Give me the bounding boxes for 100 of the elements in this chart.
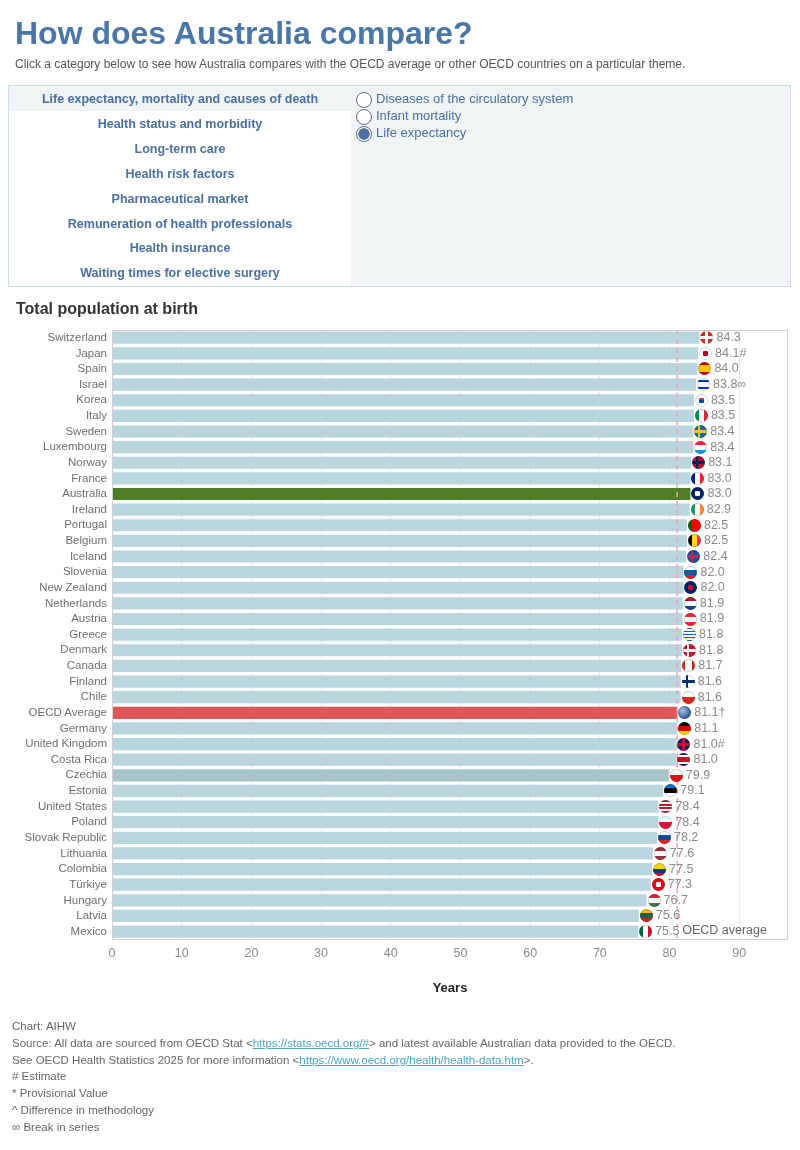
text: Life expectancy xyxy=(376,125,467,141)
y-tick-label: Hungary xyxy=(63,893,108,906)
text: Chart: AIHW xyxy=(12,1019,76,1034)
y-tick-label: Chile xyxy=(80,690,107,703)
y-tick-label: Poland xyxy=(71,815,107,828)
x-tick-label: 80 xyxy=(662,946,677,961)
data-label: 78.2 xyxy=(673,830,699,845)
data-label: 75.5 xyxy=(655,924,680,939)
y-tick-label: Japan xyxy=(75,346,107,359)
data-label: 75.6 xyxy=(655,908,681,923)
text: Life expectancy, mortality and causes of death xyxy=(41,92,319,106)
data-label: 81.7 xyxy=(698,658,723,673)
y-tick-label: Lithuania xyxy=(60,846,108,859)
y-tick-label: Luxembourg xyxy=(43,440,107,453)
data-label: 84.3 xyxy=(716,330,741,345)
data-label: 82.4 xyxy=(703,548,728,563)
data-label: 84.0 xyxy=(714,361,739,376)
data-label: 78.4 xyxy=(675,814,700,829)
data-label: 82.0 xyxy=(700,564,725,579)
data-label: 79.9 xyxy=(685,767,711,782)
ref-line-label: OECD average xyxy=(682,922,767,937)
data-label: 76.7 xyxy=(663,892,688,907)
x-tick-label: 60 xyxy=(523,946,538,961)
data-label: 81.9 xyxy=(699,595,725,610)
data-label: 81.1† xyxy=(694,705,726,720)
y-tick-label: Israel xyxy=(78,377,107,390)
x-tick-label: 30 xyxy=(314,946,329,961)
y-tick-label: France xyxy=(71,471,107,484)
y-tick-label: Slovak Republic xyxy=(24,830,108,843)
data-label: 78.4 xyxy=(675,799,700,814)
text: ∞ Break in series xyxy=(12,1119,100,1135)
x-tick-label: 70 xyxy=(592,946,607,961)
data-label: 81.0# xyxy=(693,736,725,751)
x-tick-label: 20 xyxy=(244,946,259,961)
y-tick-label: Spain xyxy=(77,362,107,375)
y-tick-label: Finland xyxy=(69,674,107,687)
data-label: 83.4 xyxy=(710,439,735,454)
data-label: 82.9 xyxy=(706,502,732,517)
data-label: 81.9 xyxy=(699,611,725,626)
text: * Provisional Value xyxy=(12,1086,108,1102)
data-label: 82.5 xyxy=(703,533,729,548)
data-label: 77.5 xyxy=(669,861,694,876)
y-tick-label: Canada xyxy=(66,659,108,672)
y-tick-label: Czechia xyxy=(65,768,108,781)
x-tick-label: 90 xyxy=(732,946,747,961)
y-tick-label: Norway xyxy=(68,455,108,468)
y-tick-label: Portugal xyxy=(64,518,107,531)
y-tick-label: Iceland xyxy=(69,549,107,562)
x-tick-label: 10 xyxy=(174,946,189,961)
data-label: 83.5 xyxy=(710,408,736,423)
y-tick-label: Slovenia xyxy=(62,565,108,578)
data-label: 83.8∞ xyxy=(713,377,747,392)
y-tick-label: Sweden xyxy=(65,424,107,437)
data-label: 82.0 xyxy=(700,580,725,595)
data-label: 83.4 xyxy=(710,423,735,438)
y-tick-label: Switzerland xyxy=(47,330,107,343)
text: Diseases of the circulatory system xyxy=(376,91,574,107)
y-tick-label: Colombia xyxy=(58,862,108,875)
data-label: 81.6 xyxy=(697,689,723,704)
y-tick-label: Estonia xyxy=(68,784,108,797)
y-tick-label: New Zealand xyxy=(39,580,107,593)
data-label: 83.0 xyxy=(707,486,732,501)
text: # Estimate xyxy=(12,1069,67,1085)
y-tick-label: United States xyxy=(37,799,108,812)
y-tick-label: Denmark xyxy=(60,643,108,656)
x-tick-label: 50 xyxy=(453,946,468,961)
data-label: 82.5 xyxy=(703,517,729,532)
data-label: 83.0 xyxy=(707,470,732,485)
data-label: 83.1 xyxy=(708,455,733,470)
data-label: 77.3 xyxy=(667,877,693,892)
x-tick-label: 0 xyxy=(108,946,116,961)
x-axis-title: Years xyxy=(432,979,468,995)
y-tick-label: Austria xyxy=(71,612,108,625)
text: Click a category below to see how Australia compares with the OECD average or other OECD countries on a particular theme. xyxy=(15,57,686,72)
data-label: 77.6 xyxy=(669,845,695,860)
source-note: Source: All data are sourced from OECD Stat <https://stats.oecd.org/#> and latest available Australian data provided to the OECD. xyxy=(12,1035,676,1051)
y-tick-label: Netherlands xyxy=(44,596,108,609)
text: See OECD Health Statistics 2025 for more information <https://www.oecd.org/health/health-data.htm>. xyxy=(12,1052,534,1068)
y-tick-label: Greece xyxy=(69,627,107,640)
y-tick-label: OECD Average xyxy=(28,705,107,718)
data-label: 81.1 xyxy=(694,720,719,735)
text: Health insurance xyxy=(129,241,231,256)
text: Remuneration of health professionals xyxy=(67,216,293,231)
text: Long-term care xyxy=(134,141,226,156)
data-label: 84.1# xyxy=(715,345,747,360)
data-label: 81.6 xyxy=(697,673,723,688)
y-tick-label: Mexico xyxy=(70,924,107,937)
y-tick-label: Latvia xyxy=(76,909,108,922)
y-tick-label: Italy xyxy=(85,409,108,422)
text: Infant mortality xyxy=(376,108,462,124)
y-tick-label: Germany xyxy=(59,721,108,734)
text: Waiting times for elective surgery xyxy=(80,266,280,281)
chart-title: Total population at birth xyxy=(16,300,198,318)
text: ^ Difference in methodology xyxy=(12,1103,154,1118)
text: Health status and morbidity xyxy=(97,116,263,131)
x-tick-label: 40 xyxy=(383,946,398,961)
data-label: 81.0 xyxy=(693,752,718,767)
y-tick-label: Belgium xyxy=(65,534,107,547)
text: Pharmaceutical market xyxy=(111,191,249,206)
y-tick-label: United Kingdom xyxy=(25,737,107,750)
